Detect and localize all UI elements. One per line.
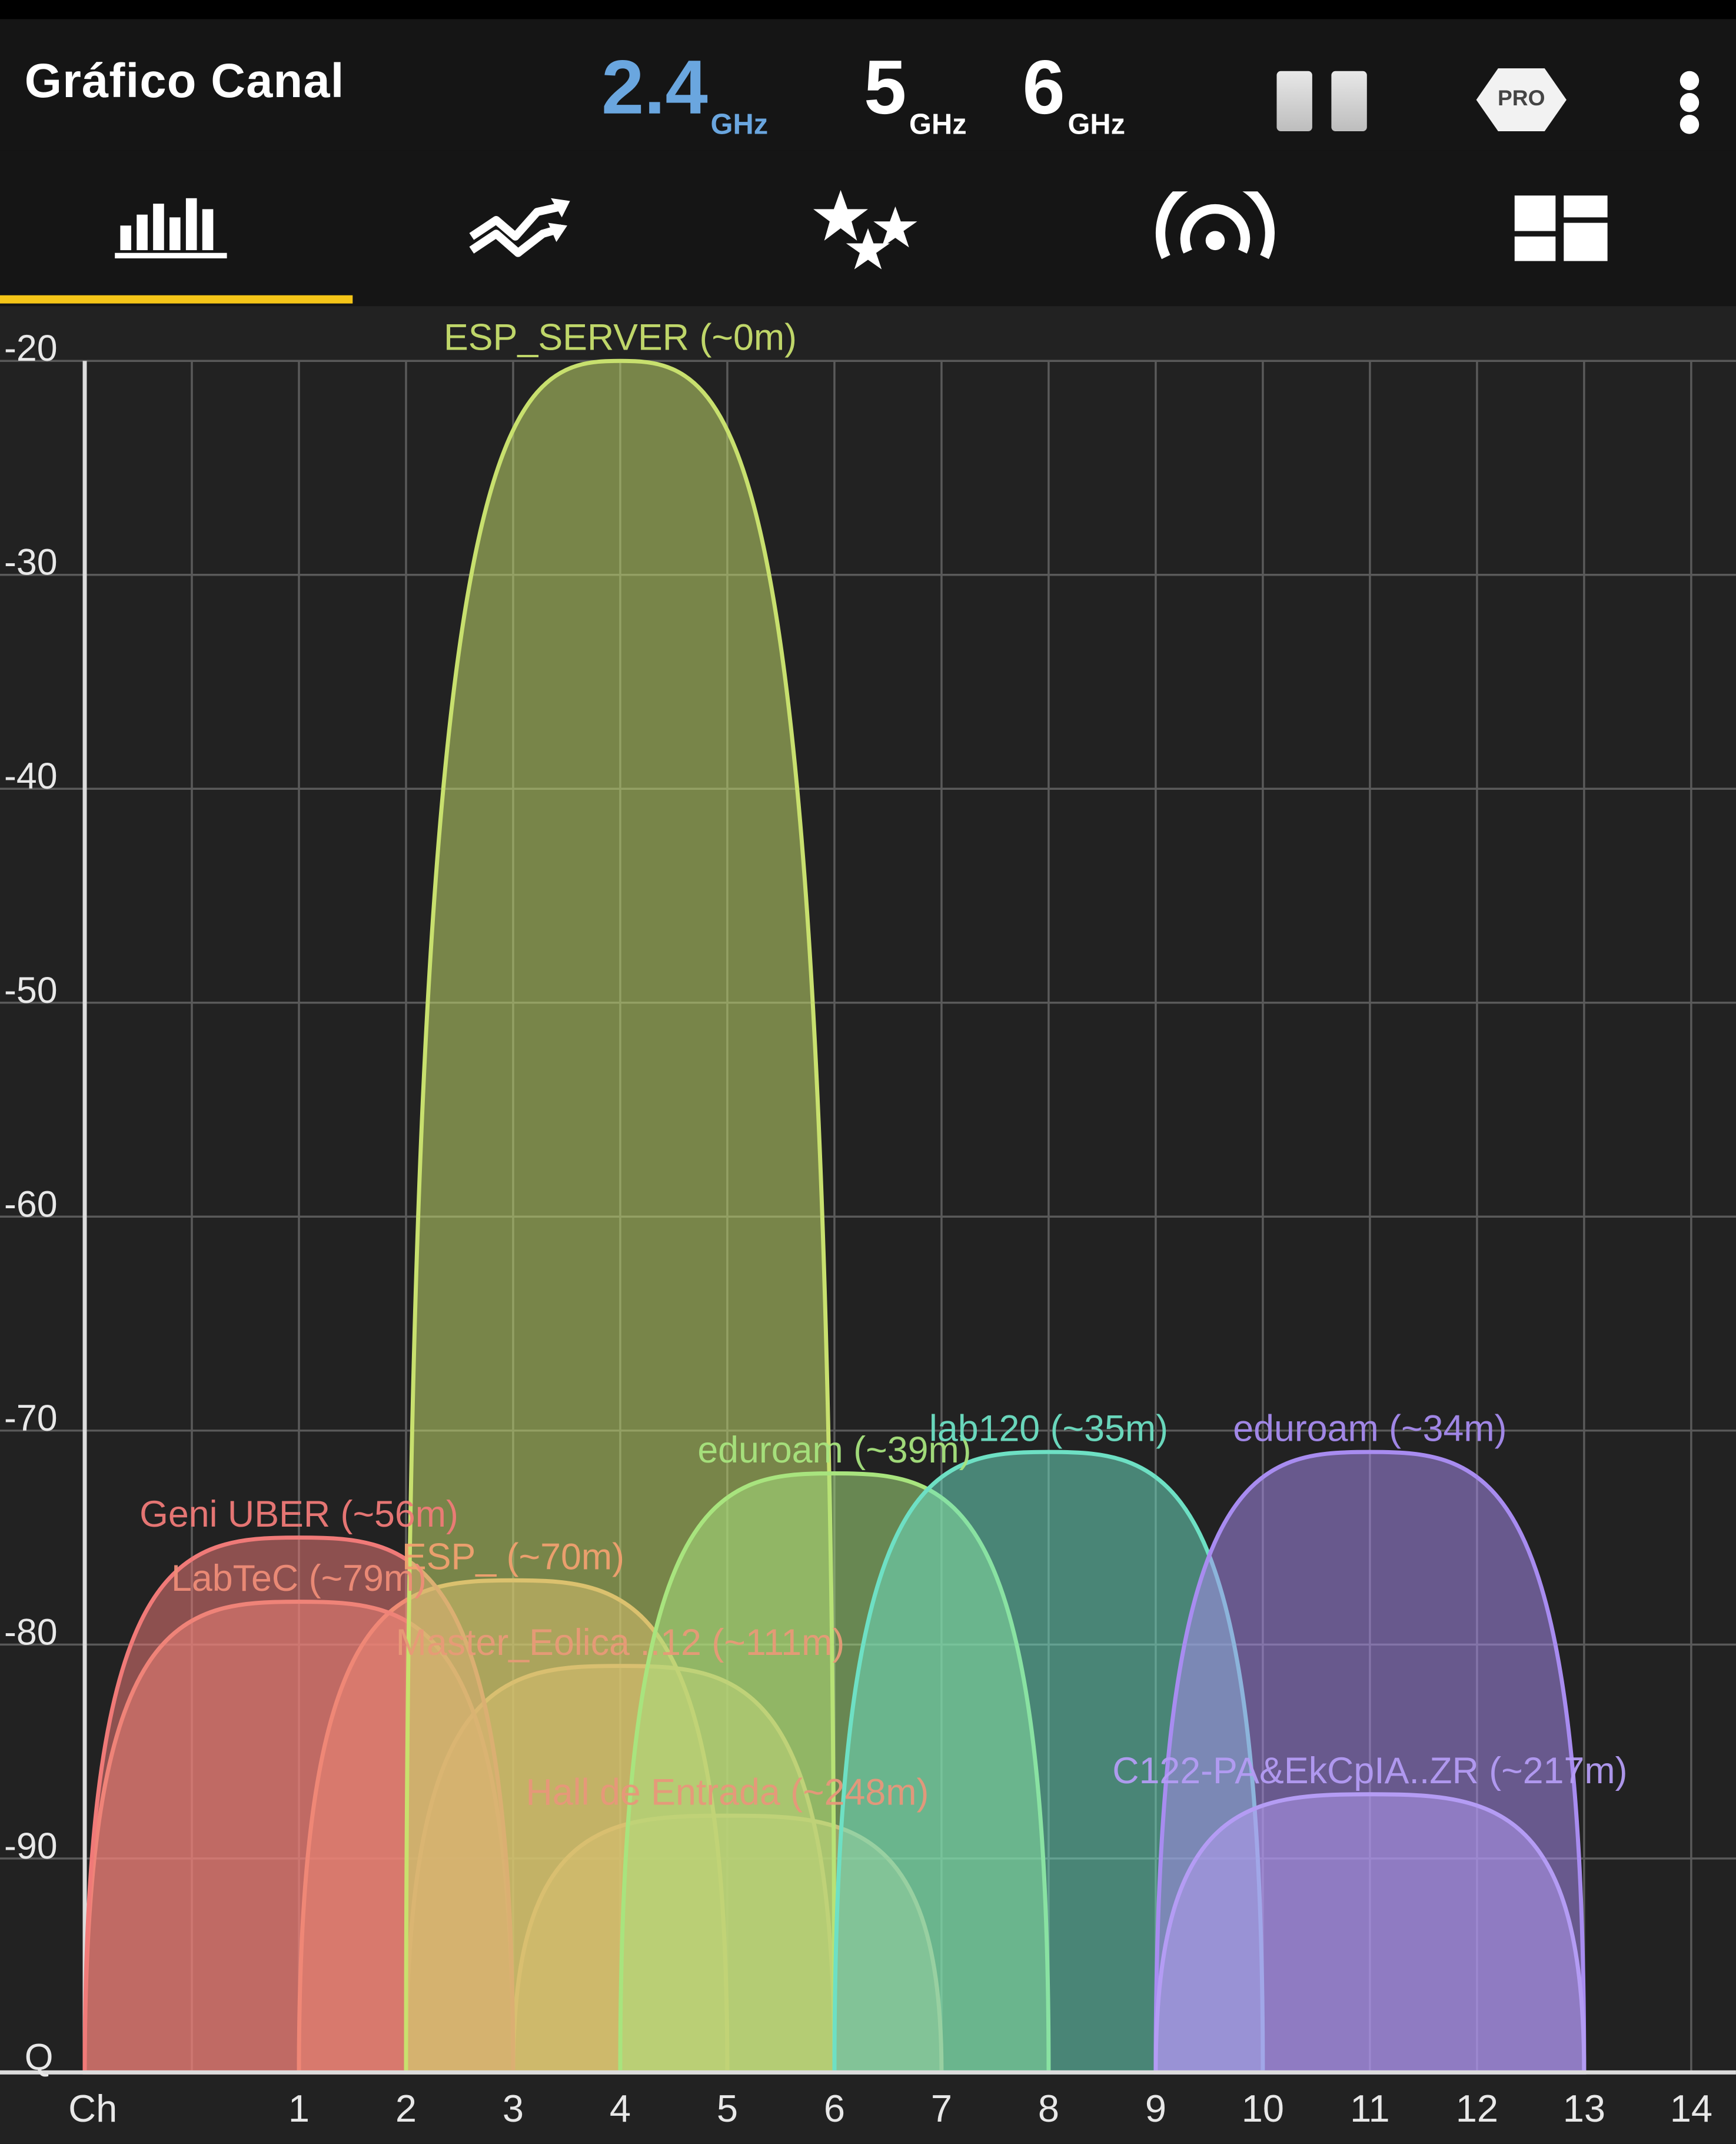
x-tick-label: 9 (1145, 2087, 1166, 2130)
y-bottom-label: Q (25, 2037, 54, 2078)
tab-time-graph[interactable] (347, 151, 694, 307)
more-vert-icon-dot (1680, 92, 1700, 112)
x-tick-label: 8 (1038, 2087, 1059, 2130)
band-6ghz-button[interactable]: 6 GHz (1022, 44, 1125, 139)
x-tick-label: 4 (610, 2087, 631, 2130)
x-tick-label: 3 (503, 2087, 524, 2130)
pause-button[interactable] (1276, 71, 1369, 131)
x-tick-label: 5 (717, 2087, 738, 2130)
y-tick-label: -20 (4, 328, 58, 369)
access-points-icon (1155, 191, 1275, 260)
status-bar (0, 0, 1736, 19)
band-2-4ghz-button[interactable]: 2.4 GHz (601, 44, 768, 139)
band-unit: GHz (909, 109, 967, 141)
dashboard-icon (1514, 195, 1608, 261)
pause-icon (1276, 71, 1312, 131)
x-tick-label: 10 (1242, 2087, 1284, 2130)
series-label: eduroam (~34m) (1233, 1408, 1506, 1450)
pro-badge-button[interactable]: PRO (1474, 65, 1569, 134)
tab-dashboard[interactable] (1389, 151, 1736, 307)
y-tick-label: -90 (4, 1826, 58, 1867)
channel-rating-icon (813, 190, 917, 270)
more-vert-icon-dot (1680, 115, 1700, 134)
x-tick-label: 14 (1670, 2087, 1712, 2130)
band-value: 2.4 (601, 44, 708, 130)
x-axis-title: Ch (68, 2087, 117, 2130)
y-tick-label: -80 (4, 1611, 58, 1653)
series-label: ESP_ (~70m) (402, 1537, 624, 1578)
series-label: Master_Eolica ..12 (~111m) (396, 1622, 845, 1663)
channel-chart-svg: -20 -30 -40 -50 -60 -70 -80 -90 Hall de Entrada … (0, 317, 1736, 2130)
band-value: 6 (1022, 44, 1065, 130)
channel-graph-icon (115, 198, 227, 259)
y-tick-label: -50 (4, 970, 58, 1011)
band-unit: GHz (710, 109, 769, 141)
series-label: ESP_SERVER (~0m) (444, 317, 797, 358)
pro-label: PRO (1497, 87, 1545, 111)
band-value: 5 (864, 44, 907, 130)
channel-chart: -20 -30 -40 -50 -60 -70 -80 -90 Hall de Entrada … (0, 306, 1736, 2144)
active-tab-indicator (0, 295, 353, 304)
time-graph-icon (469, 198, 570, 257)
tab-channel-graph[interactable] (0, 151, 347, 307)
series-label: LabTeC (~79m) (171, 1558, 427, 1599)
more-vert-icon (1680, 71, 1700, 91)
pause-icon-bar (1331, 71, 1367, 131)
x-tick-label: 13 (1563, 2087, 1605, 2130)
pro-hexagon-icon (1476, 68, 1567, 131)
band-5ghz-button[interactable]: 5 GHz (864, 44, 967, 139)
series-label: Geni UBER (~56m) (139, 1494, 458, 1535)
x-tick-label: 12 (1456, 2087, 1498, 2130)
series-curve (1153, 1792, 1587, 2075)
x-tick-label: 1 (288, 2087, 310, 2130)
band-unit: GHz (1067, 109, 1126, 141)
y-tick-label: -40 (4, 756, 58, 797)
tab-channel-rating[interactable] (694, 151, 1042, 307)
view-tabs (0, 150, 1736, 307)
y-tick-label: -30 (4, 542, 58, 583)
x-tick-label: 2 (395, 2087, 417, 2130)
series-label: eduroam (~39m) (697, 1430, 971, 1471)
page-title: Gráfico Canal (24, 54, 345, 108)
tab-access-points[interactable] (1042, 151, 1389, 307)
series-label: lab120 (~35m) (929, 1408, 1168, 1450)
more-options-button[interactable] (1676, 71, 1706, 134)
y-tick-label: -60 (4, 1184, 58, 1225)
x-tick-label: 7 (931, 2087, 952, 2130)
x-tick-label: 11 (1350, 2087, 1390, 2130)
series-label: C122-PA&EkCpIA..ZR (~217m) (1112, 1750, 1627, 1791)
y-tick-label: -70 (4, 1398, 58, 1439)
top-toolbar: Gráfico Canal 2.4 GHz 5 GHz 6 GHz PRO (0, 19, 1736, 151)
series-label: Hall de Entrada (~248m) (526, 1772, 929, 1813)
x-tick-label: 6 (824, 2087, 845, 2130)
